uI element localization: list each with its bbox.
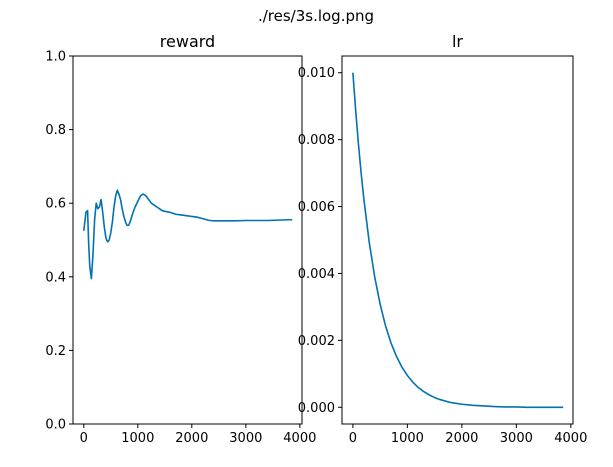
axes-lr: lr 0 1000 2000 3000 4000 0.000 0.002 0.004 0.006 0… — [298, 32, 588, 446]
y-tick-label-lr-5: 0.010 — [298, 66, 335, 81]
x-tick-label-reward-3: 3000 — [229, 431, 262, 446]
series-line-lr-0 — [352, 72, 564, 409]
x-tick-label-reward-0: 0 — [80, 431, 88, 446]
x-tick-label-lr-1: 1000 — [391, 431, 424, 446]
x-tick-label-reward-1: 1000 — [121, 431, 154, 446]
y-tick-label-reward-5: 1.0 — [45, 50, 66, 65]
y-tick-label-lr-1: 0.002 — [298, 334, 335, 349]
y-tick-label-lr-4: 0.008 — [298, 133, 335, 148]
y-tick-label-lr-2: 0.004 — [298, 267, 335, 282]
x-tick-label-lr-2: 2000 — [445, 431, 478, 446]
axes-reward: reward 0 1000 2000 3000 4000 0.0 0.2 0.4 0.6 0.8 1.… — [45, 32, 316, 446]
y-tick-label-reward-4: 0.8 — [45, 123, 66, 138]
x-tick-label-lr-3: 3000 — [500, 431, 533, 446]
y-tick-label-reward-3: 0.6 — [45, 197, 66, 212]
series-line-reward-0 — [83, 189, 293, 280]
figure-suptitle: ./res/3s.log.png — [258, 7, 374, 25]
y-tick-label-reward-2: 0.4 — [45, 270, 66, 285]
x-tick-label-lr-0: 0 — [349, 431, 357, 446]
x-tick-label-reward-2: 2000 — [175, 431, 208, 446]
y-tick-label-lr-0: 0.000 — [298, 401, 335, 416]
axes-frame-lr — [341, 55, 574, 425]
y-tick-label-lr-3: 0.006 — [298, 200, 335, 215]
y-tick-label-reward-1: 0.2 — [45, 344, 66, 359]
x-tick-label-lr-4: 4000 — [554, 431, 587, 446]
y-tick-label-reward-0: 0.0 — [45, 418, 66, 433]
axes-title-reward: reward — [160, 32, 215, 51]
x-tick-label-reward-4: 4000 — [283, 431, 316, 446]
axes-frame-reward — [72, 55, 303, 425]
axes-title-lr: lr — [452, 32, 463, 51]
